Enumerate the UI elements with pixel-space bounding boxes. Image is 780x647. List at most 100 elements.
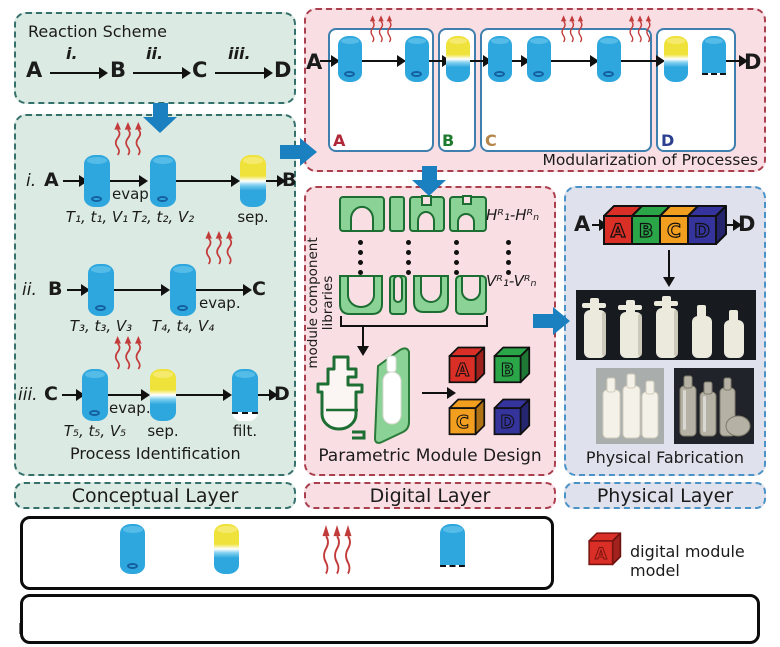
process-iii-input: C xyxy=(44,383,58,405)
solvent-evaporation-icon xyxy=(112,121,144,157)
parametric-module-outline xyxy=(316,355,366,440)
svg-text:A: A xyxy=(595,544,608,563)
phase-separation-legend-icon xyxy=(214,524,239,574)
sep-label: sep. xyxy=(237,208,269,226)
reaction-scheme-title: Reaction Scheme xyxy=(28,22,167,41)
step-label-ii: ii. xyxy=(146,44,164,63)
glass-modules-photo xyxy=(674,368,754,444)
arrow xyxy=(108,389,150,401)
process-ii-output: C xyxy=(252,278,266,300)
arrow xyxy=(176,175,240,187)
digital-module-model-icon: A xyxy=(588,532,622,566)
evap-label: evap. xyxy=(199,294,241,312)
species-d: D xyxy=(274,58,292,82)
arrow xyxy=(62,389,85,401)
arrow xyxy=(67,284,90,296)
arrow-down xyxy=(357,327,369,356)
arrow xyxy=(320,55,340,67)
physical-fabrication-caption: Physical Fabrication xyxy=(585,448,745,467)
process-row-ii-label: ii. xyxy=(22,280,37,300)
step-label-iii: iii. xyxy=(228,44,251,63)
solvent-evaporation-legend-icon xyxy=(320,525,354,575)
svg-text:A: A xyxy=(456,361,470,381)
process-ii-input: B xyxy=(48,278,63,300)
filtration-legend-icon xyxy=(440,524,465,574)
physical-input: A xyxy=(574,212,591,236)
reaction-processes-legend xyxy=(20,516,554,590)
reactor-params: T₁, t₁, V₁ xyxy=(65,208,129,226)
flow-arrow-down-2 xyxy=(412,166,446,196)
svg-text:D: D xyxy=(694,220,710,242)
arrow-down xyxy=(663,250,675,287)
reactor-volume-range: Vᴿ₁-Vᴿₙ xyxy=(486,272,537,290)
digital-cube-c: C xyxy=(448,398,486,436)
reactor-height-range: Hᴿ₁-Hᴿₙ xyxy=(486,206,540,224)
solvent-evaporation-icon xyxy=(627,14,653,44)
parametric-module-3d-model xyxy=(373,347,410,444)
batch-reactor-icon xyxy=(84,155,110,207)
arrow xyxy=(196,284,252,296)
phase-separation-icon xyxy=(664,36,688,82)
step-label-i: i. xyxy=(66,44,78,63)
svg-text:A: A xyxy=(611,220,626,242)
batch-reactor-icon xyxy=(488,36,512,82)
ellipsis-dots xyxy=(454,240,459,275)
batch-reactor-icon xyxy=(150,155,176,207)
svg-text:C: C xyxy=(456,413,469,433)
batch-reaction-legend-icon xyxy=(120,524,145,574)
arrow xyxy=(63,175,88,187)
batch-reactor-icon xyxy=(338,36,362,82)
reactor-params: T₄, t₄, V₄ xyxy=(151,317,215,335)
solvent-evaporation-icon xyxy=(559,14,585,44)
svg-text:C: C xyxy=(667,220,681,242)
module-letter-d: D xyxy=(661,131,675,150)
species-a: A xyxy=(26,58,43,82)
phase-separation-icon xyxy=(240,155,266,207)
phase-separation-icon xyxy=(150,369,176,421)
process-i-input: A xyxy=(44,169,59,191)
conceptual-layer-label: Conceptual Layer xyxy=(14,482,296,509)
arrow xyxy=(422,387,456,399)
reactor-params: T₃, t₃, V₃ xyxy=(69,317,133,335)
solvent-evaporation-icon xyxy=(368,14,394,44)
modularization-caption: Modularization of Processes xyxy=(542,151,758,169)
species-c: C xyxy=(192,58,208,82)
evap-label: evap. xyxy=(112,185,154,203)
fabricated-reactors-photo xyxy=(576,290,756,360)
module-letter-c: C xyxy=(485,131,497,150)
solvent-evaporation-icon xyxy=(203,230,235,266)
digital-layer-label: Digital Layer xyxy=(304,482,556,509)
batch-reactor-icon xyxy=(82,369,108,421)
digital-cube-d: D xyxy=(493,398,531,436)
filtration-icon xyxy=(232,369,258,421)
flow-arrow-down-1 xyxy=(143,103,177,133)
arrow xyxy=(621,55,665,67)
phase-separation-icon xyxy=(446,36,470,82)
ellipsis-dots xyxy=(506,240,511,275)
svg-text:D: D xyxy=(500,413,514,433)
modularization-output: D xyxy=(744,50,762,74)
arrow xyxy=(592,219,608,231)
process-row-i-label: i. xyxy=(26,171,37,191)
filt-label: filt. xyxy=(232,422,258,440)
solvent-evaporation-icon xyxy=(112,335,144,371)
arrow xyxy=(724,219,742,231)
module-letter-a: A xyxy=(333,131,346,150)
arrow xyxy=(512,55,530,67)
arrow xyxy=(470,55,492,67)
flow-arrow-right-2 xyxy=(533,307,570,335)
arrow xyxy=(429,55,451,67)
arrow xyxy=(266,175,286,187)
flow-arrow-right-1 xyxy=(280,138,317,166)
batch-reactor-icon xyxy=(405,36,429,82)
filtration-icon xyxy=(702,36,726,82)
library-bracket xyxy=(340,316,488,327)
physical-output: D xyxy=(738,212,756,236)
arrow xyxy=(362,55,406,67)
digital-module-model-label: digital module model xyxy=(630,542,745,580)
reactor-params: T₅, t₅, V₅ xyxy=(63,422,127,440)
arrow xyxy=(110,175,148,187)
arrow-step-ii xyxy=(133,67,191,79)
arrow xyxy=(114,284,170,296)
arrow-step-i xyxy=(50,67,108,79)
